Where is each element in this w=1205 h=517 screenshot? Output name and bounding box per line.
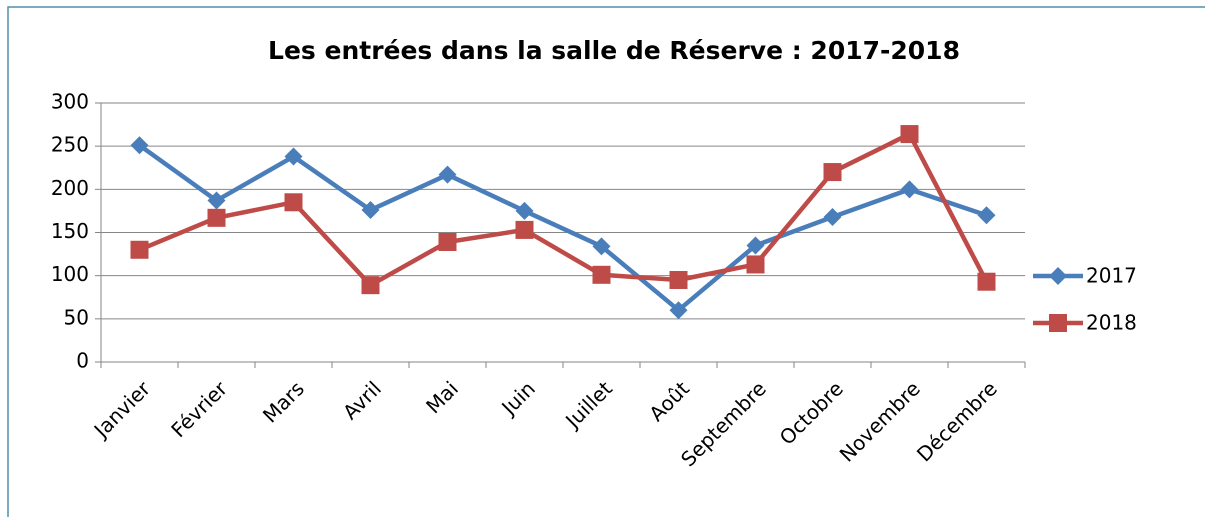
chart-title: Les entrées dans la salle de Réserve : 2… bbox=[268, 36, 960, 65]
marker bbox=[1049, 267, 1067, 285]
y-tick-label: 200 bbox=[51, 176, 89, 200]
marker bbox=[977, 206, 996, 225]
y-tick-label: 300 bbox=[51, 90, 89, 114]
marker bbox=[361, 276, 380, 295]
marker bbox=[592, 265, 611, 284]
y-tick-label: 250 bbox=[51, 133, 89, 157]
marker bbox=[284, 147, 303, 166]
series-line bbox=[138, 143, 988, 313]
marker bbox=[438, 232, 457, 251]
series-line bbox=[138, 131, 989, 288]
marker bbox=[746, 236, 765, 255]
marker bbox=[207, 191, 226, 210]
legend-label: 2017 bbox=[1086, 264, 1137, 288]
marker bbox=[438, 165, 457, 184]
marker bbox=[669, 301, 688, 320]
marker bbox=[900, 125, 919, 144]
y-tick-label: 50 bbox=[64, 305, 89, 329]
marker bbox=[592, 237, 611, 256]
marker bbox=[515, 220, 534, 239]
marker bbox=[900, 180, 919, 199]
marker bbox=[823, 163, 842, 182]
marker bbox=[130, 240, 149, 259]
marker bbox=[207, 208, 226, 227]
marker bbox=[823, 207, 842, 226]
marker bbox=[746, 255, 765, 274]
y-tick-label: 100 bbox=[51, 262, 89, 286]
y-tick-label: 150 bbox=[51, 219, 89, 243]
marker bbox=[669, 270, 688, 289]
marker bbox=[284, 193, 303, 212]
marker bbox=[1049, 314, 1067, 332]
marker bbox=[361, 201, 380, 220]
marker bbox=[515, 201, 534, 220]
y-tick-label: 0 bbox=[76, 349, 89, 373]
chart-frame bbox=[7, 6, 1205, 517]
marker bbox=[130, 136, 149, 155]
marker bbox=[977, 272, 996, 291]
legend-label: 2018 bbox=[1086, 311, 1137, 335]
